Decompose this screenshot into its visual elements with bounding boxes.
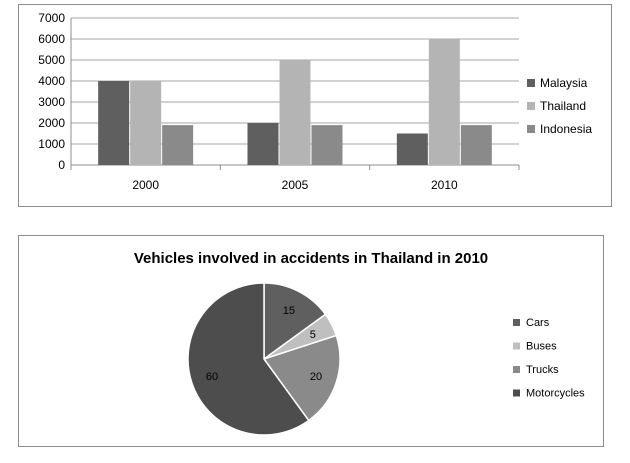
y-tick-label: 0 [58,158,65,172]
pie-slice-trucks [262,334,341,422]
pie-data-label: 60 [206,371,218,383]
pie-slice-cars [263,282,327,361]
pie-chart: Vehicles involved in accidents in Thaila… [134,250,585,436]
bar-chart-panel: 0 1000 2000 3000 4000 5000 6000 7000 2000 2005 201… [18,4,612,207]
pie-data-label: 20 [310,371,322,383]
legend-swatch [513,389,520,397]
x-tick-label: 2005 [282,178,309,192]
legend-swatch [527,79,535,87]
legend-label: Thailand [540,99,586,113]
y-tick-label: 1000 [38,137,65,151]
bar-indonesia-2010 [460,125,492,165]
y-tick-label: 5000 [38,53,65,67]
bar-indonesia-2000 [162,125,194,165]
legend-label: Trucks [526,364,559,376]
bar-thailand-2000 [130,81,162,165]
legend-label: Buses [526,341,557,353]
pie-chart-panel: Vehicles involved in accidents in Thaila… [18,235,604,447]
legend-label: Motorcycles [526,388,585,400]
bar-thailand-2005 [279,60,311,165]
legend-swatch [527,125,535,133]
y-tick-label: 4000 [38,74,65,88]
legend-swatch [513,366,520,373]
pie-slice-motorcycles [187,282,310,436]
pie-data-label: 5 [310,329,316,341]
pie-chart-title: Vehicles involved in accidents in Thaila… [134,250,488,267]
bar-malaysia-2010 [396,133,428,165]
bar-chart: 0 1000 2000 3000 4000 5000 6000 7000 2000 2005 201… [38,11,592,192]
y-tick-label: 2000 [38,116,65,130]
y-tick-label: 6000 [38,32,65,46]
bar-indonesia-2005 [311,125,343,165]
legend-swatch [513,319,520,326]
bar-malaysia-2000 [98,81,130,165]
x-tick-label: 2000 [132,178,159,192]
legend-swatch [527,102,535,110]
pie-data-label: 15 [283,305,295,317]
y-tick-label: 7000 [38,11,65,25]
legend-label: Indonesia [540,122,592,136]
bar-thailand-2010 [428,39,460,165]
x-tick-label: 2010 [431,178,458,192]
y-tick-label: 3000 [38,95,65,109]
legend-label: Cars [526,317,550,329]
legend-label: Malaysia [540,76,588,90]
legend-swatch [513,342,520,350]
bar-malaysia-2005 [247,123,279,165]
